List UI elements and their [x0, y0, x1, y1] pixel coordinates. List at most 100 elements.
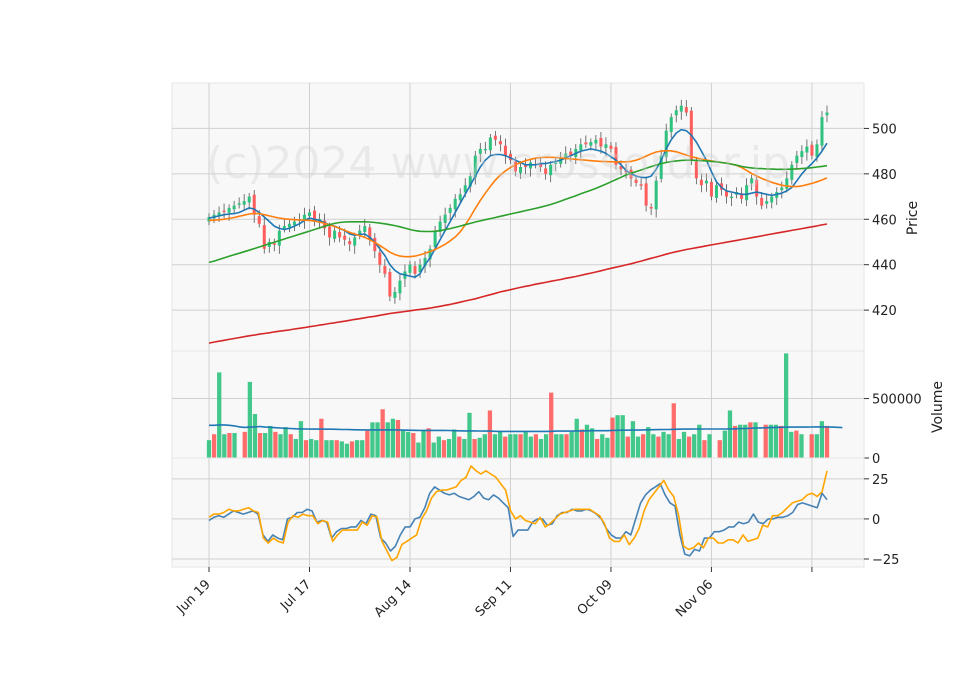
candle-body: [644, 183, 648, 206]
x-axis: Jun 19 Jul 17 Aug 14 Sep 11 Oct 09 Nov 06: [174, 567, 813, 620]
volume-bar: [589, 428, 595, 458]
volume-background: [171, 350, 865, 459]
volume-bar: [217, 372, 222, 458]
volume-bar: [543, 434, 549, 458]
volume-bar: [579, 429, 584, 458]
volume-bar: [222, 434, 227, 458]
volume-bar: [768, 424, 773, 458]
volume-ytick-label: 0: [872, 452, 880, 467]
volume-bar: [574, 418, 579, 458]
price-ytick-label: 460: [872, 213, 897, 228]
candle-body: [604, 144, 608, 148]
candle-body: [785, 178, 789, 189]
candle-body: [664, 130, 668, 158]
volume-bar: [457, 436, 462, 458]
volume-bar: [472, 438, 477, 458]
volume-bar: [487, 410, 493, 458]
volume-bar: [482, 434, 487, 458]
volume-bar: [324, 440, 329, 458]
volume-bar: [309, 438, 314, 458]
volume-bar: [615, 415, 620, 458]
volume-bar: [732, 425, 738, 458]
volume-bar: [824, 425, 830, 458]
volume-bar: [492, 434, 498, 458]
candle-body: [679, 105, 683, 112]
candle-body: [343, 235, 347, 240]
moving-average-line-ma_fast: [208, 128, 828, 279]
candle-body: [473, 155, 477, 178]
candle-body: [368, 227, 372, 240]
candle-body: [483, 148, 487, 151]
volume-bar: [722, 430, 727, 458]
volume-bar: [686, 436, 692, 458]
candle-body: [373, 237, 377, 252]
candle-body: [544, 168, 548, 174]
volume-bar: [263, 433, 268, 458]
volume-bar: [431, 442, 436, 458]
candle-body: [443, 214, 447, 223]
price-ytick-label: 480: [872, 168, 897, 183]
candle-body: [750, 178, 754, 184]
price-ytick-label: 440: [872, 259, 897, 274]
volume-bar: [416, 442, 421, 458]
volume-bar: [549, 392, 554, 458]
volume-bar: [206, 440, 212, 458]
volume-bar: [436, 436, 441, 458]
candle-body: [333, 230, 337, 239]
volume-bar: [656, 436, 661, 458]
candle-body: [639, 184, 643, 186]
volume-bar: [298, 421, 304, 458]
oscillator-background: [171, 457, 865, 568]
volume-bar: [773, 424, 779, 458]
price-axis-title: Price: [905, 201, 921, 235]
candle-body: [393, 291, 397, 298]
candle-body: [800, 151, 804, 158]
oscillator-ytick-label: 25: [872, 473, 889, 488]
volume-bar: [257, 433, 263, 458]
volume-bar: [365, 430, 370, 458]
volume-bar: [513, 434, 518, 458]
volume-bar: [702, 440, 707, 458]
candle-body: [674, 110, 678, 116]
candle-body: [282, 226, 286, 229]
volume-bar: [717, 440, 722, 458]
candle-body: [815, 144, 819, 158]
volume-bar: [676, 438, 682, 458]
volume-bar: [360, 440, 365, 458]
candle-body: [760, 197, 764, 206]
candle-body: [237, 203, 241, 205]
volume-bar: [421, 430, 426, 458]
candle-body: [820, 117, 824, 146]
volume-bar: [538, 438, 544, 458]
price-ytick-label: 500: [872, 122, 897, 137]
volume-bar: [467, 412, 472, 458]
volume-bar: [319, 418, 324, 458]
volume-bar: [743, 424, 748, 458]
candle-body: [247, 196, 251, 203]
volume-bar: [232, 433, 237, 458]
candle-body: [252, 194, 256, 215]
candle-body: [448, 207, 452, 213]
candle-body: [619, 166, 623, 170]
volume-bar: [681, 431, 687, 458]
volume-panel: 0 500000: [171, 350, 922, 467]
candle-body: [503, 145, 507, 156]
candle-body: [388, 271, 392, 297]
volume-bar: [390, 418, 396, 458]
candle-body: [594, 139, 598, 144]
oscillator-line-osc2: [208, 465, 828, 562]
volume-bar: [809, 434, 814, 458]
candle-body: [825, 112, 829, 116]
volume-bar: [278, 434, 283, 458]
candle-body: [383, 266, 387, 274]
candle-body: [684, 107, 688, 113]
candle-body: [790, 164, 794, 180]
candle-body: [257, 216, 261, 224]
candle-body: [468, 176, 472, 187]
volume-bar: [329, 440, 334, 458]
volume-bar: [569, 431, 574, 458]
candle-body: [704, 180, 708, 184]
moving-average-line-ma_long: [208, 223, 828, 344]
volume-bar: [344, 443, 350, 458]
x-tick-label: Oct 09: [575, 577, 616, 618]
